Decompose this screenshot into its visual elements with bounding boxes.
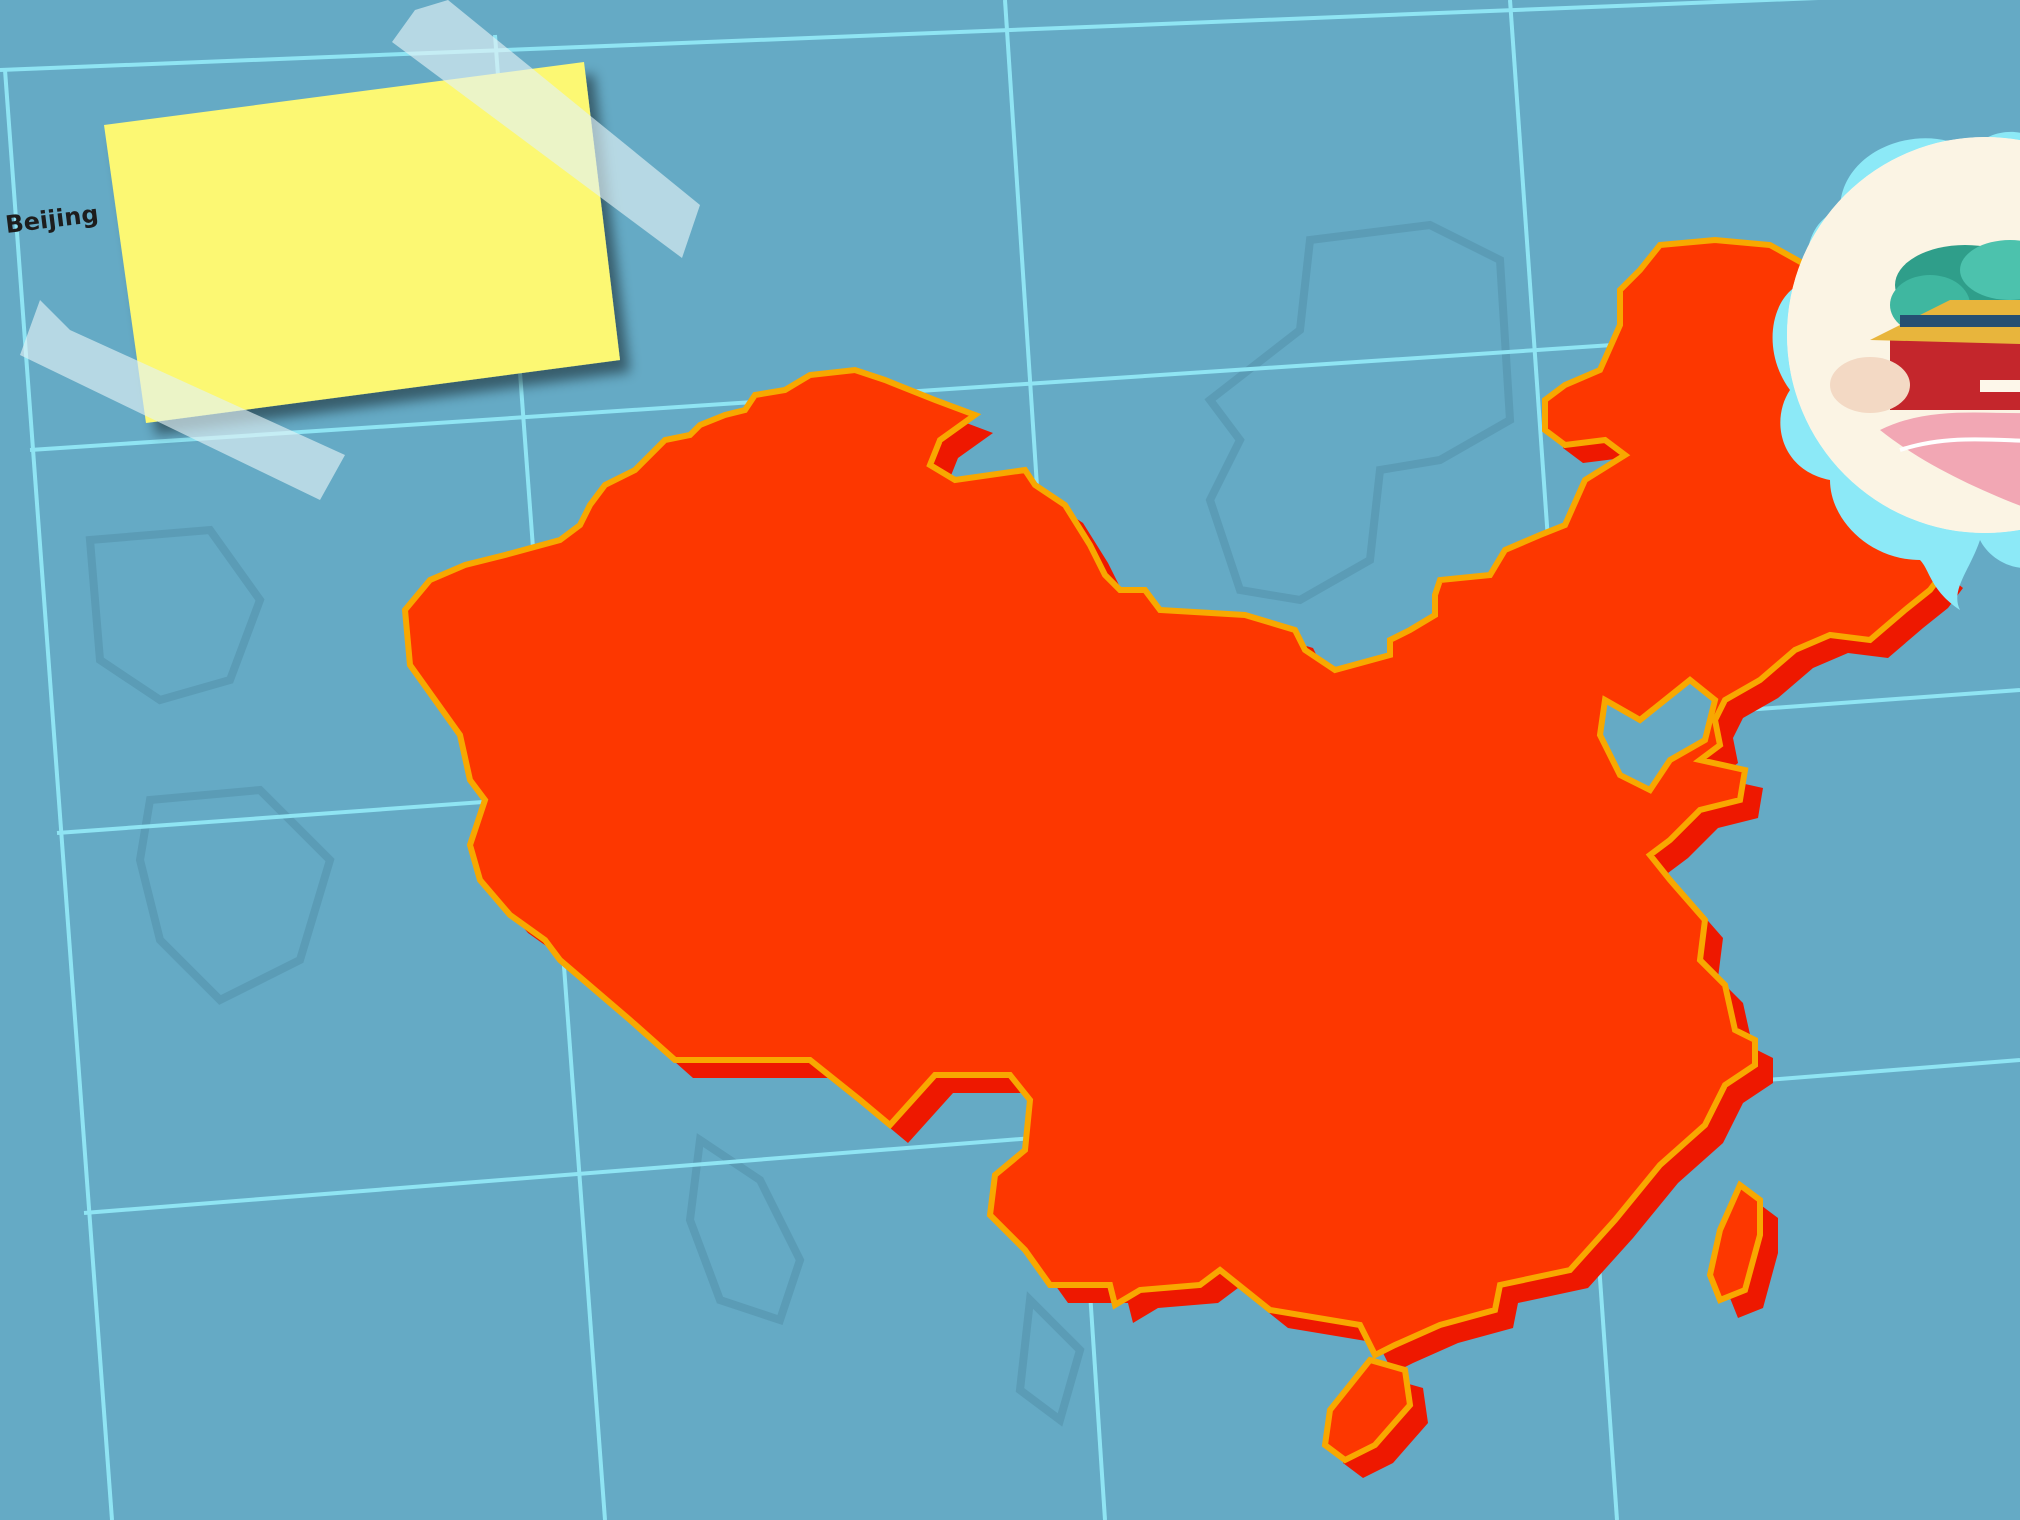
grid-line xyxy=(3,69,114,1520)
grid-line xyxy=(0,0,1819,72)
background-terrain xyxy=(85,220,1515,1427)
taiwan-island xyxy=(1706,1180,1763,1304)
hainan-island xyxy=(1321,1356,1414,1464)
sticky-note-icon xyxy=(104,62,620,423)
bohai-sea xyxy=(1596,676,1719,794)
sticky-note xyxy=(20,0,700,500)
landmark-bubble xyxy=(1772,132,2020,610)
tape-bottom-left xyxy=(20,300,345,500)
tape-top-right xyxy=(392,0,700,258)
forbidden-city-icon xyxy=(1787,137,2020,533)
tape-strips xyxy=(20,0,700,500)
